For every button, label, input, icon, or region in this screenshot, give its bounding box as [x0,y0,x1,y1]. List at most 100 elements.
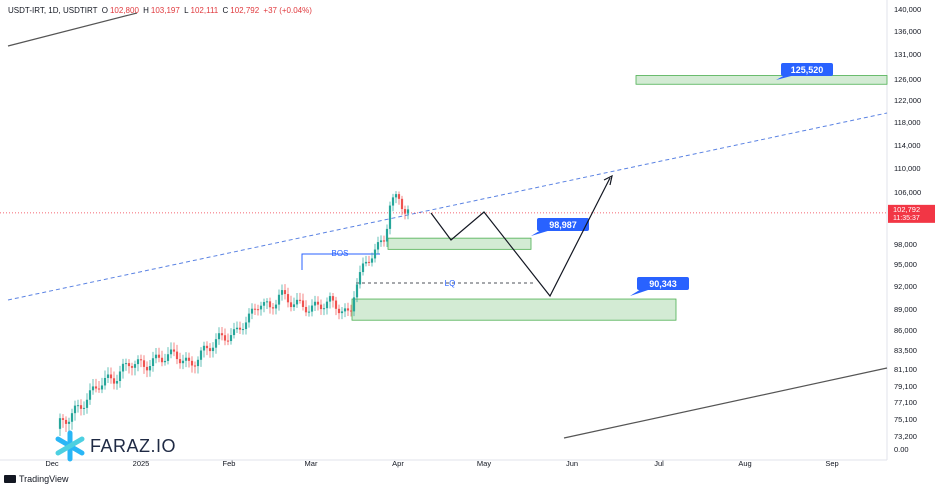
candle-body [250,308,254,314]
x-tick-label: Jun [566,459,578,468]
candle-body [142,360,146,367]
candle-body [331,296,335,301]
y-tick-label: 122,000 [894,96,921,105]
bos-label: BOS [332,249,349,258]
candle-body [193,365,197,367]
candle-body [205,345,209,349]
candle-body [265,301,269,303]
high-value: 103,197 [150,6,180,15]
candle-body [85,399,89,408]
y-tick-label: 77,100 [894,398,917,407]
candle-body [361,263,365,273]
candle-body [97,388,101,390]
candle-body [187,357,191,361]
candle-body [292,304,296,308]
candle-body [346,308,350,311]
candle-body [334,300,338,309]
y-tick-label: 106,000 [894,188,921,197]
candle-body [73,405,77,414]
candle-body [358,272,362,285]
candle-body [364,261,368,264]
candle-body [316,301,320,305]
projected-arrow-head [603,174,613,186]
x-tick-label: Feb [223,459,236,468]
candle-body [397,194,401,199]
candle-body [370,258,374,263]
candle-body [274,304,278,309]
y-tick-label: 136,000 [894,27,921,36]
zone-label-badge [637,277,689,290]
y-tick-label: 126,000 [894,75,921,84]
candle-body [109,374,113,379]
candle-body [172,349,176,352]
candle-body [340,311,344,314]
candle-body [301,300,305,307]
candle-body [199,350,203,360]
candle-body [319,304,323,310]
zone-label-pointer [531,230,551,236]
projected-path [430,177,611,298]
tradingview-footer[interactable]: TradingView [4,474,69,484]
candle-body [112,378,116,384]
y-tick-label: 73,200 [894,432,917,441]
candle-body [403,209,407,214]
candle-body [325,301,329,309]
x-tick-label: Mar [305,459,318,468]
candle-body [385,228,389,242]
candle-body [259,305,263,310]
candle-body [175,351,179,360]
x-tick-label: Jul [654,459,664,468]
y-tick-label: 114,000 [894,141,921,150]
candle-body [178,359,182,364]
candle-body [103,377,107,386]
candle-body [79,405,83,409]
candle-body [379,240,383,243]
candle-body [388,205,392,229]
channel-line-upper [7,12,138,47]
candle-body [247,313,251,323]
candle-body [208,348,212,352]
candle-body [382,240,386,242]
x-tick-label: Apr [392,459,404,468]
candle-body [286,294,290,303]
candle-body [157,354,161,358]
candle-body [145,366,149,371]
candle-body [91,386,95,391]
candle-body [298,299,302,301]
candle-body [82,407,86,409]
zone-label-badge [781,63,833,76]
watermark-text: FARAZ.IO [90,435,177,456]
candle-body [67,421,71,424]
candle-body [337,308,341,314]
x-tick-label: 2025 [133,459,150,468]
high-label: H [143,6,149,15]
candle-body [406,209,410,214]
y-tick-label: 118,000 [894,118,921,127]
candle-body [181,360,185,364]
candle-body [238,327,242,330]
candle-body [169,349,173,355]
candle-body [202,345,206,351]
candle-body [76,405,80,407]
candle-body [268,301,272,308]
candle-body [121,363,125,372]
trend-line-dashed [7,112,888,301]
candle-body [322,308,326,310]
y-tick-label: 89,000 [894,305,917,314]
candle-body [160,357,164,363]
y-tick-label: 81,100 [894,365,917,374]
candle-body [154,354,158,359]
candle-body [211,347,215,352]
last-price-countdown: 11:35:37 [893,215,920,222]
channel-line-lower [563,367,888,439]
candle-body [235,327,239,330]
candle-body [136,359,140,365]
symbol-label: USDT-IRT, 1D, USDTIRT [8,6,98,15]
x-tick-label: May [477,459,491,468]
tradingview-label: TradingView [19,474,69,484]
candle-body [394,194,398,198]
y-tick-label: 95,000 [894,260,917,269]
y-tick-label: 131,000 [894,50,921,59]
zone-label-value: 98,987 [549,220,577,230]
